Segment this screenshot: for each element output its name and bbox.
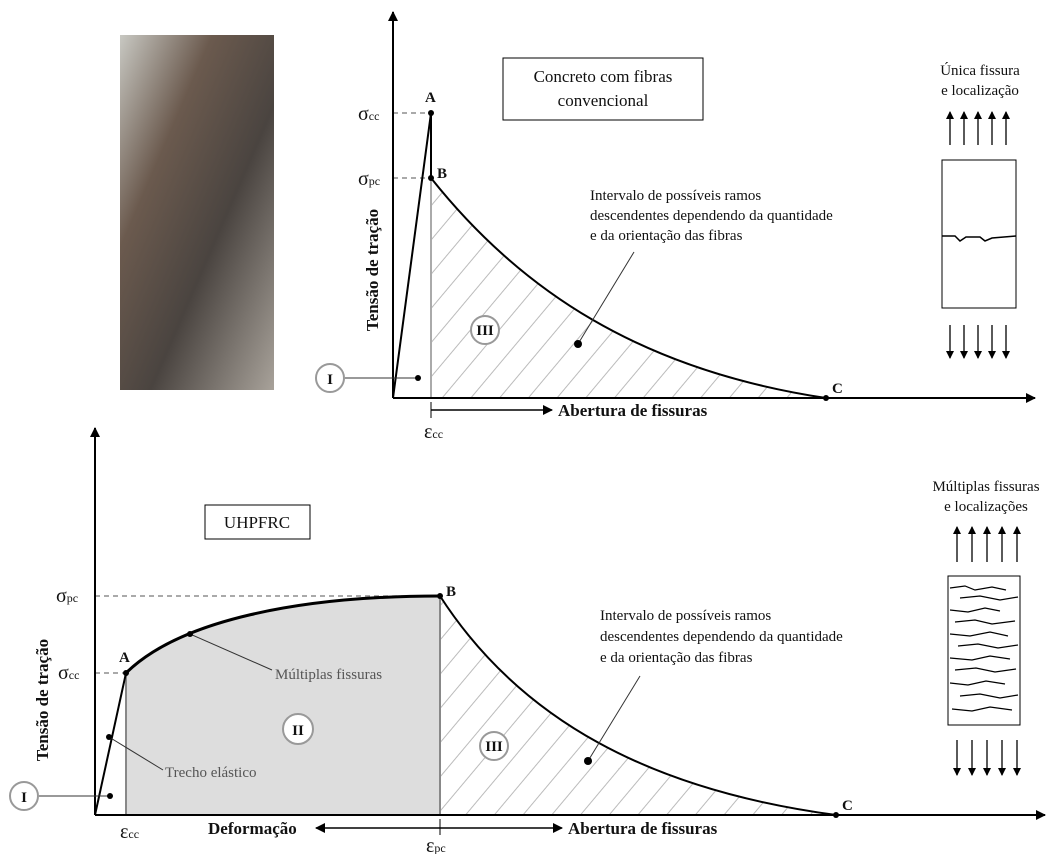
specimen-label: e localizações <box>944 499 1028 515</box>
label: B <box>437 166 447 182</box>
x-label: Abertura de fissuras <box>568 819 718 838</box>
text: ε <box>120 821 128 843</box>
point <box>428 110 434 116</box>
zone-label: I <box>21 790 27 806</box>
dot <box>415 375 421 381</box>
annotation: Múltiplas fissuras <box>275 667 382 683</box>
leader <box>588 676 640 761</box>
dot <box>106 734 112 740</box>
shaded-zone <box>126 596 440 815</box>
arrows-down <box>957 740 1017 775</box>
text: ε <box>424 421 432 443</box>
y-label: Tensão de tração <box>363 209 382 331</box>
text: σ <box>358 103 369 125</box>
dot <box>187 631 193 637</box>
label: B <box>446 584 456 600</box>
label: A <box>425 90 436 106</box>
text: cc <box>369 109 380 123</box>
point <box>428 175 434 181</box>
note: descendentes dependendo da quantidade <box>600 629 843 645</box>
arrows-down <box>950 325 1006 358</box>
text: cc <box>432 427 443 441</box>
y-label: Tensão de tração <box>33 639 52 761</box>
point <box>833 812 839 818</box>
photo <box>120 35 274 390</box>
symbol: σcc <box>358 103 379 125</box>
label: C <box>832 381 843 397</box>
specimen <box>942 160 1016 308</box>
note: descendentes dependendo da quantidade <box>590 208 833 224</box>
title: UHPFRC <box>224 513 290 532</box>
dot <box>107 793 113 799</box>
specimen-label: e localização <box>941 83 1019 99</box>
title: Concreto com fibras <box>534 67 673 86</box>
annotation: Trecho elástico <box>165 765 257 781</box>
symbol: εcc <box>424 421 443 443</box>
note: Intervalo de possíveis ramos <box>600 608 771 624</box>
note: Intervalo de possíveis ramos <box>590 188 761 204</box>
zone-label: III <box>476 323 494 339</box>
point <box>437 593 443 599</box>
specimen-label: Múltiplas fissuras <box>932 479 1039 495</box>
label: C <box>842 798 853 814</box>
x-label: Deformação <box>208 819 297 838</box>
diagram: A B C σcc σpc εcc Abertura de fissuras T… <box>0 0 1049 854</box>
note: e da orientação das fibras <box>600 650 753 666</box>
symbol: σpc <box>56 585 78 607</box>
zone-label: III <box>485 739 503 755</box>
x-label: Abertura de fissuras <box>558 401 708 420</box>
symbol: σpc <box>358 168 380 190</box>
text: cc <box>128 827 139 841</box>
dot <box>584 757 592 765</box>
dot <box>574 340 582 348</box>
point <box>123 670 129 676</box>
label: A <box>119 650 130 666</box>
bottom-diagram: A B C σpc σcc εcc εpc Deformação Abertur… <box>10 428 1045 854</box>
title: convencional <box>558 91 649 110</box>
point <box>823 395 829 401</box>
text: pc <box>67 591 78 605</box>
text: σ <box>58 662 69 684</box>
text: σ <box>56 585 67 607</box>
text: pc <box>369 174 380 188</box>
specimen-label: Única fissura <box>940 62 1020 79</box>
text: pc <box>434 841 445 854</box>
top-diagram: A B C σcc σpc εcc Abertura de fissuras T… <box>316 12 1035 443</box>
text: ε <box>426 835 434 854</box>
symbol: εcc <box>120 821 139 843</box>
text: σ <box>358 168 369 190</box>
symbol: σcc <box>58 662 79 684</box>
arrows-up <box>957 527 1017 562</box>
symbol: εpc <box>426 835 446 854</box>
note: e da orientação das fibras <box>590 228 743 244</box>
arrows-up <box>950 112 1006 145</box>
zone-label: I <box>327 372 333 388</box>
text: cc <box>69 668 80 682</box>
zone-label: II <box>292 723 304 739</box>
